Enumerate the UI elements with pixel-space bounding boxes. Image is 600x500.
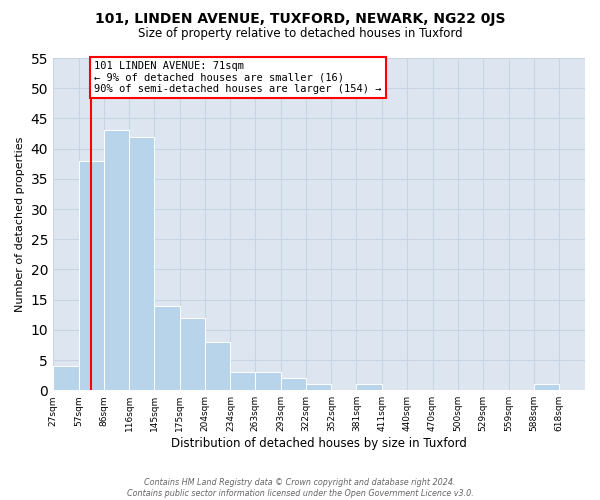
Bar	[230, 372, 255, 390]
Text: 101 LINDEN AVENUE: 71sqm
← 9% of detached houses are smaller (16)
90% of semi-de: 101 LINDEN AVENUE: 71sqm ← 9% of detache…	[94, 61, 382, 94]
Y-axis label: Number of detached properties: Number of detached properties	[15, 136, 25, 312]
Bar	[104, 130, 129, 390]
Bar	[533, 384, 559, 390]
X-axis label: Distribution of detached houses by size in Tuxford: Distribution of detached houses by size …	[171, 437, 467, 450]
Text: Size of property relative to detached houses in Tuxford: Size of property relative to detached ho…	[137, 28, 463, 40]
Bar	[205, 342, 230, 390]
Bar	[129, 136, 154, 390]
Text: Contains HM Land Registry data © Crown copyright and database right 2024.
Contai: Contains HM Land Registry data © Crown c…	[127, 478, 473, 498]
Bar	[281, 378, 306, 390]
Bar	[154, 306, 180, 390]
Bar	[306, 384, 331, 390]
Bar	[255, 372, 281, 390]
Bar	[180, 318, 205, 390]
Bar	[79, 160, 104, 390]
Bar	[53, 366, 79, 390]
Text: 101, LINDEN AVENUE, TUXFORD, NEWARK, NG22 0JS: 101, LINDEN AVENUE, TUXFORD, NEWARK, NG2…	[95, 12, 505, 26]
Bar	[356, 384, 382, 390]
